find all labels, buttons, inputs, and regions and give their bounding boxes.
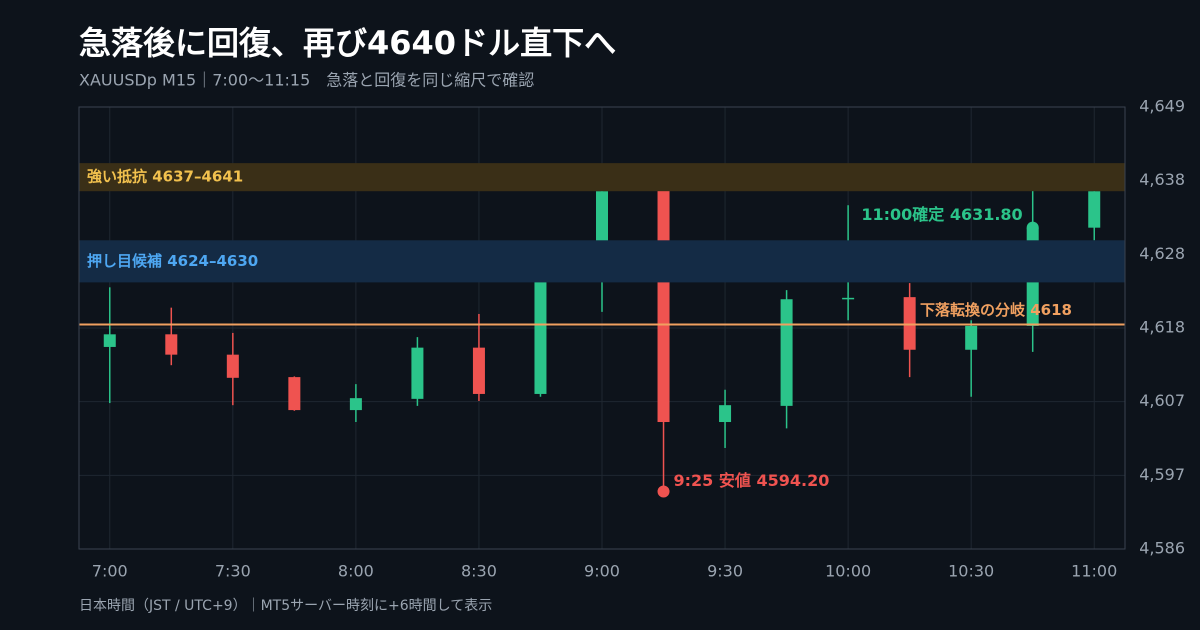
threshold-label: 下落転換の分岐 4618 xyxy=(920,301,1072,319)
candle-body xyxy=(534,268,547,394)
candle-body xyxy=(103,334,116,347)
plot-border xyxy=(78,106,1126,550)
candle-body xyxy=(411,347,424,399)
y-tick-label: 4,618 xyxy=(1139,318,1185,337)
y-tick-label: 4,597 xyxy=(1139,465,1185,484)
annotation-label: 11:00確定 4631.80 xyxy=(861,205,1022,224)
zone xyxy=(79,163,1125,192)
x-tick-label: 7:30 xyxy=(215,562,251,581)
candle-body xyxy=(288,377,301,411)
zone-label: 強い抵抗 4637–4641 xyxy=(87,168,243,186)
candle-body xyxy=(226,354,239,378)
chart-subtitle: XAUUSDp M15｜7:00〜11:15 急落と回復を同じ縮尺で確認 xyxy=(79,71,534,90)
x-tick-label: 9:00 xyxy=(584,562,620,581)
candle-body xyxy=(165,334,178,355)
candle-body xyxy=(1088,191,1101,228)
candle-body xyxy=(657,187,670,423)
x-tick-label: 8:00 xyxy=(338,562,374,581)
y-tick-label: 4,649 xyxy=(1139,97,1185,116)
x-tick-label: 11:00 xyxy=(1071,562,1117,581)
x-tick-label: 10:30 xyxy=(948,562,994,581)
candle-body xyxy=(780,299,793,406)
zone-label: 押し目候補 4624–4630 xyxy=(87,252,258,270)
y-tick-label: 4,638 xyxy=(1139,170,1185,189)
y-tick-label: 4,586 xyxy=(1139,539,1185,558)
x-tick-label: 8:30 xyxy=(461,562,497,581)
candle-body xyxy=(965,325,978,350)
candle-body xyxy=(903,297,916,350)
y-tick-label: 4,607 xyxy=(1139,391,1185,410)
annotation-label: 9:25 安値 4594.20 xyxy=(674,471,830,490)
candle-body xyxy=(472,347,485,394)
annotation-dot xyxy=(1026,221,1039,234)
x-tick-label: 7:00 xyxy=(92,562,128,581)
overlay: 強い抵抗 4637–4641 押し目候補 4624–4630 下落転換の分岐 461… xyxy=(79,163,1125,498)
candle-body xyxy=(719,405,732,423)
annotation-dot xyxy=(657,485,670,498)
candle-body xyxy=(842,297,855,300)
chart-title: 急落後に回復、再び4640ドル直下へ xyxy=(79,24,616,62)
zone xyxy=(79,240,1125,283)
footnote: 日本時間（JST / UTC+9）｜MT5サーバー時刻に+6時間して表示 xyxy=(79,598,492,614)
y-tick-label: 4,628 xyxy=(1139,244,1185,263)
candle-body xyxy=(349,398,362,411)
x-tick-label: 10:00 xyxy=(825,562,871,581)
x-tick-label: 9:30 xyxy=(707,562,743,581)
